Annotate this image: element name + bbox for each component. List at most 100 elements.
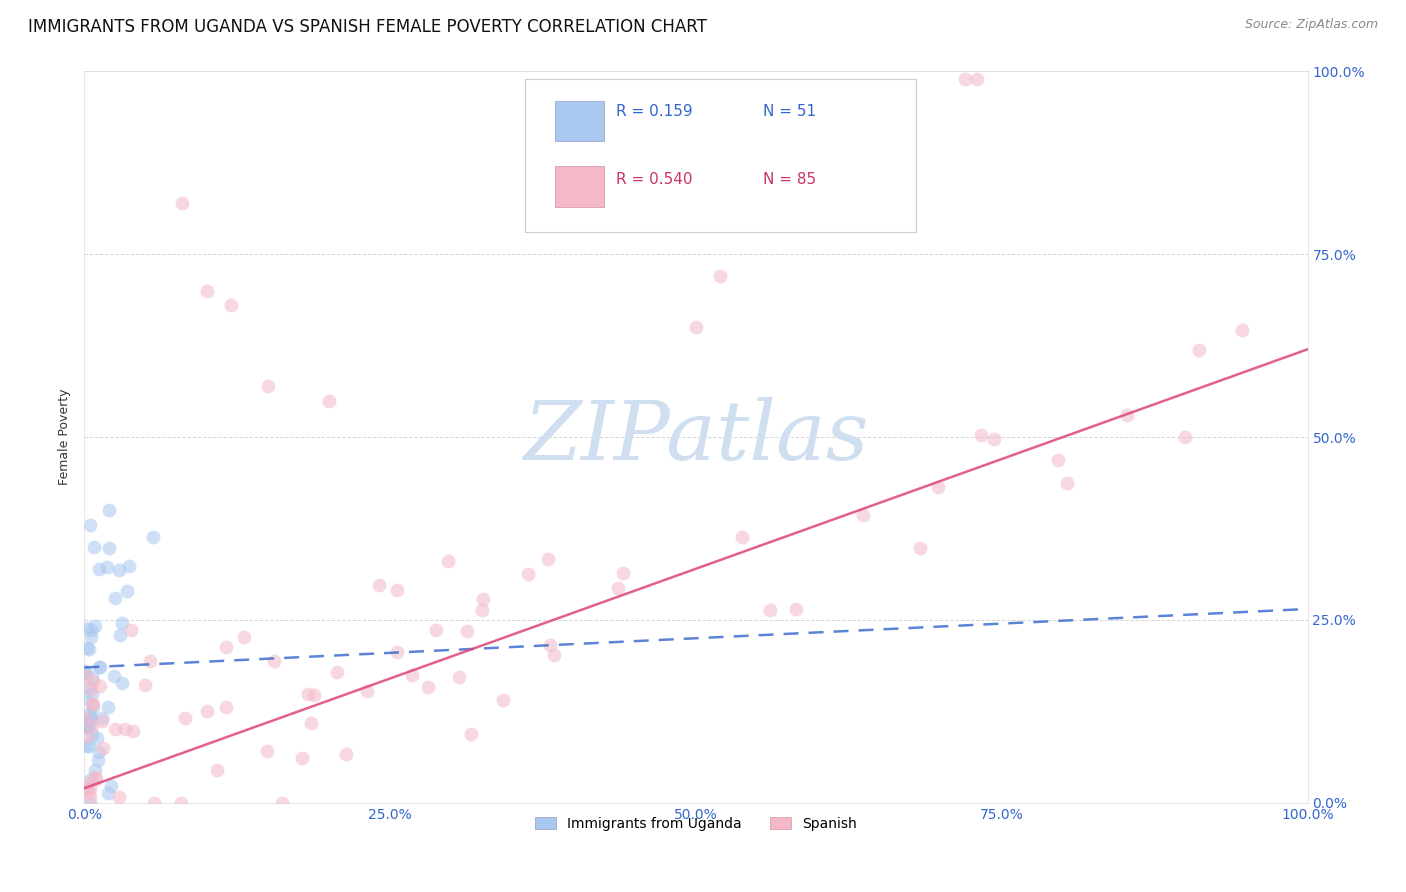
- Point: [83, 540, 105, 554]
- Point: [76, 729, 98, 743]
- Point: [927, 480, 949, 494]
- Point: [82, 698, 104, 712]
- Text: R = 0.540: R = 0.540: [616, 172, 693, 187]
- Point: [437, 554, 460, 568]
- Point: [537, 551, 560, 566]
- Point: [110, 628, 132, 642]
- Point: [1116, 408, 1139, 422]
- Point: [79, 796, 101, 810]
- Text: N = 85: N = 85: [763, 172, 817, 187]
- Point: [89, 745, 111, 759]
- Point: [685, 320, 707, 334]
- Point: [84, 772, 107, 786]
- Point: [89, 660, 111, 674]
- Point: [82, 698, 104, 712]
- Point: [143, 796, 166, 810]
- Point: [77, 718, 100, 732]
- Point: [82, 674, 104, 689]
- Point: [1174, 430, 1197, 444]
- Point: [76, 640, 98, 655]
- Point: [299, 715, 322, 730]
- Point: [447, 670, 470, 684]
- Point: [538, 638, 561, 652]
- Point: [77, 739, 100, 754]
- Point: [79, 517, 101, 532]
- Text: ZIPatlas: ZIPatlas: [523, 397, 869, 477]
- Point: [983, 432, 1005, 446]
- Point: [207, 763, 229, 777]
- Point: [86, 731, 108, 746]
- Point: [325, 665, 347, 680]
- Point: [356, 684, 378, 698]
- Point: [195, 705, 218, 719]
- Point: [910, 541, 932, 555]
- Point: [401, 668, 423, 682]
- Point: [759, 602, 782, 616]
- Text: N = 51: N = 51: [763, 104, 817, 120]
- Point: [76, 720, 98, 734]
- Point: [84, 763, 107, 777]
- Point: [75, 665, 97, 679]
- Point: [90, 714, 112, 729]
- Point: [170, 796, 193, 810]
- FancyBboxPatch shape: [524, 78, 917, 232]
- Point: [215, 699, 238, 714]
- Point: [89, 679, 111, 693]
- Point: [111, 615, 134, 630]
- FancyBboxPatch shape: [555, 167, 605, 207]
- Point: [107, 563, 129, 577]
- Legend: Immigrants from Uganda, Spanish: Immigrants from Uganda, Spanish: [530, 811, 862, 836]
- Point: [97, 541, 120, 555]
- Point: [108, 790, 131, 805]
- Point: [709, 269, 731, 284]
- Point: [456, 624, 478, 638]
- Point: [75, 739, 97, 754]
- Point: [97, 503, 120, 517]
- Point: [118, 558, 141, 573]
- Point: [471, 603, 494, 617]
- Point: [215, 640, 238, 655]
- Y-axis label: Female Poverty: Female Poverty: [58, 389, 72, 485]
- Point: [84, 619, 107, 633]
- Point: [516, 567, 538, 582]
- Point: [785, 602, 807, 616]
- Point: [731, 530, 754, 544]
- Point: [84, 770, 107, 784]
- Point: [173, 711, 195, 725]
- Point: [1046, 453, 1069, 467]
- Point: [195, 284, 218, 298]
- Point: [76, 621, 98, 635]
- Point: [104, 722, 127, 736]
- Point: [87, 660, 110, 674]
- Point: [77, 776, 100, 790]
- Point: [492, 693, 515, 707]
- Point: [233, 630, 256, 644]
- Point: [82, 700, 104, 714]
- Point: [953, 71, 976, 86]
- Point: [80, 709, 103, 723]
- Point: [75, 781, 97, 796]
- Point: [219, 298, 242, 312]
- Point: [115, 584, 138, 599]
- Point: [270, 796, 292, 810]
- Point: [111, 675, 134, 690]
- Point: [80, 681, 103, 696]
- Point: [418, 681, 440, 695]
- Point: [80, 712, 103, 726]
- Point: [77, 706, 100, 721]
- Point: [612, 566, 634, 581]
- Point: [96, 559, 118, 574]
- Point: [80, 630, 103, 644]
- Point: [120, 623, 142, 637]
- Point: [75, 691, 97, 706]
- Point: [91, 711, 114, 725]
- Point: [79, 713, 101, 727]
- Point: [134, 678, 156, 692]
- Point: [172, 196, 194, 211]
- Point: [291, 751, 314, 765]
- Point: [80, 688, 103, 702]
- Point: [335, 747, 357, 762]
- Point: [87, 562, 110, 576]
- Point: [302, 688, 325, 702]
- Point: [103, 668, 125, 682]
